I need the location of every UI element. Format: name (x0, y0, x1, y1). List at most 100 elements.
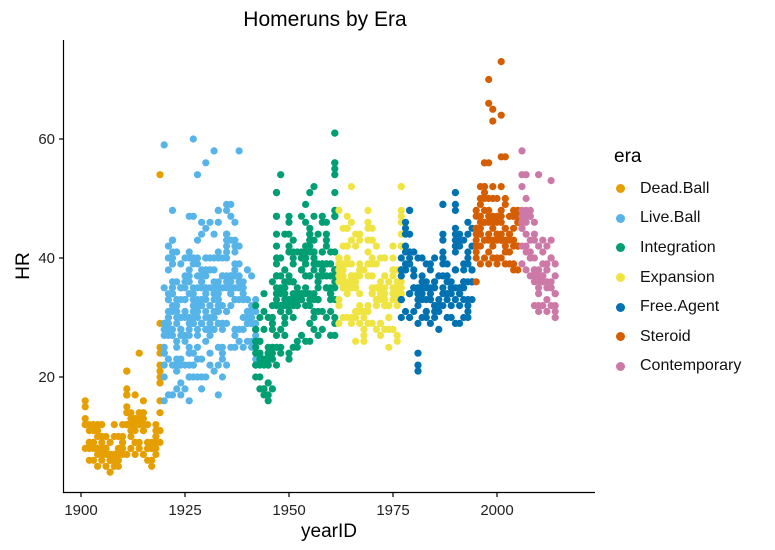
data-point (177, 260, 185, 268)
data-point (335, 206, 343, 214)
data-point (260, 307, 268, 316)
data-point (485, 260, 493, 268)
data-point (164, 296, 172, 304)
data-point (285, 355, 293, 363)
data-point (139, 409, 147, 417)
data-point (393, 331, 401, 339)
data-point (94, 427, 102, 435)
data-point (235, 260, 243, 268)
data-point (364, 248, 372, 256)
data-point (277, 325, 285, 333)
data-point (252, 343, 260, 351)
data-point (368, 254, 376, 262)
data-point (406, 313, 414, 322)
data-point (243, 296, 251, 304)
data-point (123, 385, 131, 393)
data-point (314, 331, 322, 339)
data-point (114, 456, 122, 464)
data-point (189, 349, 197, 357)
legend-items: Dead.Ball Live.Ball Integration Expansion Fr… (612, 174, 741, 381)
data-point (164, 319, 172, 327)
data-point (397, 272, 405, 280)
data-point (509, 224, 518, 232)
data-point (410, 272, 418, 280)
data-point (268, 355, 276, 363)
data-point (497, 254, 505, 262)
data-point (260, 290, 268, 298)
data-point (480, 254, 489, 262)
data-point (489, 117, 497, 125)
data-point (451, 200, 459, 208)
data-point (264, 391, 272, 399)
data-point (189, 361, 197, 369)
legend-dot-icon (616, 273, 625, 283)
data-point (285, 212, 293, 220)
data-point (164, 254, 172, 262)
data-point (327, 260, 335, 268)
data-point (543, 266, 551, 274)
data-point (501, 153, 509, 161)
data-point (406, 254, 414, 262)
data-point (397, 183, 405, 191)
data-point (231, 236, 239, 244)
data-point (385, 343, 393, 351)
data-point (414, 367, 422, 375)
data-point (464, 230, 472, 238)
data-point (406, 206, 414, 214)
data-point (406, 290, 414, 298)
data-point (535, 307, 543, 316)
data-point (277, 171, 285, 179)
data-point (318, 248, 326, 256)
data-point (160, 284, 168, 292)
data-point (81, 415, 89, 423)
data-point (223, 206, 231, 214)
data-point (497, 206, 505, 214)
data-point (156, 438, 164, 446)
data-point (272, 331, 281, 339)
data-point (177, 379, 185, 387)
data-point (206, 349, 214, 357)
data-point (331, 248, 339, 256)
data-point (223, 307, 231, 316)
data-point (168, 206, 177, 214)
data-point (293, 302, 301, 310)
data-point (297, 254, 306, 262)
data-point (156, 409, 164, 417)
data-point (293, 343, 301, 351)
data-point (248, 272, 256, 280)
data-point (168, 331, 177, 339)
data-point (272, 230, 281, 238)
data-point (135, 438, 143, 446)
y-axis-title: HR (13, 252, 34, 279)
data-point (343, 290, 351, 298)
data-point (464, 218, 472, 226)
data-point (360, 325, 368, 333)
data-point (497, 230, 505, 238)
series-live-ball (160, 135, 260, 405)
data-point (102, 444, 110, 452)
data-point (447, 278, 455, 286)
data-point (547, 278, 555, 286)
data-point (456, 230, 464, 238)
data-point (185, 272, 193, 280)
data-point (156, 367, 164, 375)
data-point (168, 260, 177, 268)
data-point (472, 248, 480, 256)
data-point (306, 230, 314, 238)
data-point (497, 58, 505, 66)
data-point (376, 278, 385, 286)
data-point (223, 319, 231, 327)
legend-label: Integration (640, 238, 716, 256)
series-steroid (472, 58, 522, 286)
data-point (535, 290, 543, 298)
data-point (310, 325, 318, 333)
data-point (272, 242, 281, 250)
x-axis-ticks: 1900 1925 1950 1975 2000 (64, 492, 514, 519)
data-point (426, 319, 434, 327)
data-point (518, 224, 526, 232)
data-point (456, 290, 464, 298)
data-point (193, 171, 202, 179)
data-point (81, 403, 89, 411)
data-point (214, 361, 222, 369)
data-point (489, 242, 497, 250)
